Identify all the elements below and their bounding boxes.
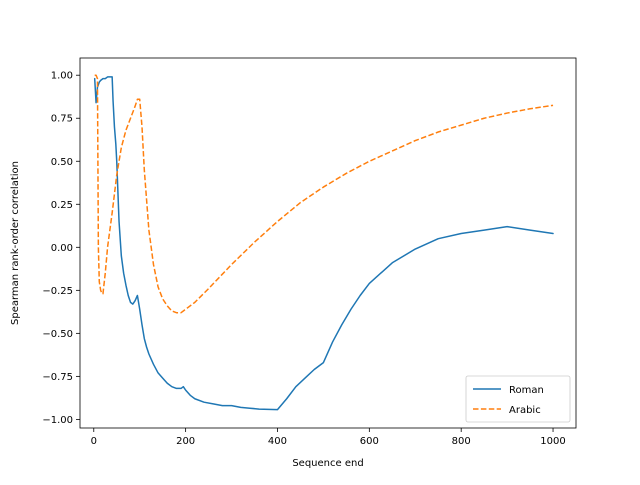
y-tick-label: −0.50 xyxy=(42,329,73,340)
x-axis-ticks: 0 200 400 600 800 1000 xyxy=(91,428,566,447)
series-layer xyxy=(93,74,554,411)
y-axis-ticks: −1.00 −0.75 −0.50 −0.25 0.00 0.25 0.50 0.75 1.00 xyxy=(42,71,80,426)
y-tick-label: 0.50 xyxy=(51,157,73,168)
y-tick-label: 1.00 xyxy=(51,71,73,82)
x-tick-label: 400 xyxy=(268,436,287,447)
x-tick-label: 800 xyxy=(452,436,471,447)
series-line-arabic xyxy=(94,74,554,314)
y-tick-label: 0.00 xyxy=(51,243,73,254)
legend: Roman Arabic xyxy=(465,375,571,423)
y-tick-label: −0.25 xyxy=(42,286,73,297)
y-tick-label: 0.25 xyxy=(51,200,73,211)
x-axis-label: Sequence end xyxy=(292,458,363,469)
x-tick-label: 1000 xyxy=(540,436,565,447)
y-tick-label: −1.00 xyxy=(42,415,73,426)
x-tick-label: 0 xyxy=(91,436,97,447)
y-axis-label: Spearman rank-order correlation xyxy=(10,161,21,325)
x-tick-label: 200 xyxy=(176,436,195,447)
plot-frame xyxy=(79,57,577,429)
legend-label-arabic: Arabic xyxy=(509,405,541,416)
series-line-roman xyxy=(93,76,554,411)
x-tick-label: 600 xyxy=(360,436,379,447)
plot-area xyxy=(80,58,576,428)
y-tick-label: −0.75 xyxy=(42,372,73,383)
y-tick-label: 0.75 xyxy=(51,114,73,125)
legend-label-roman: Roman xyxy=(509,385,544,396)
legend-box xyxy=(465,375,571,423)
